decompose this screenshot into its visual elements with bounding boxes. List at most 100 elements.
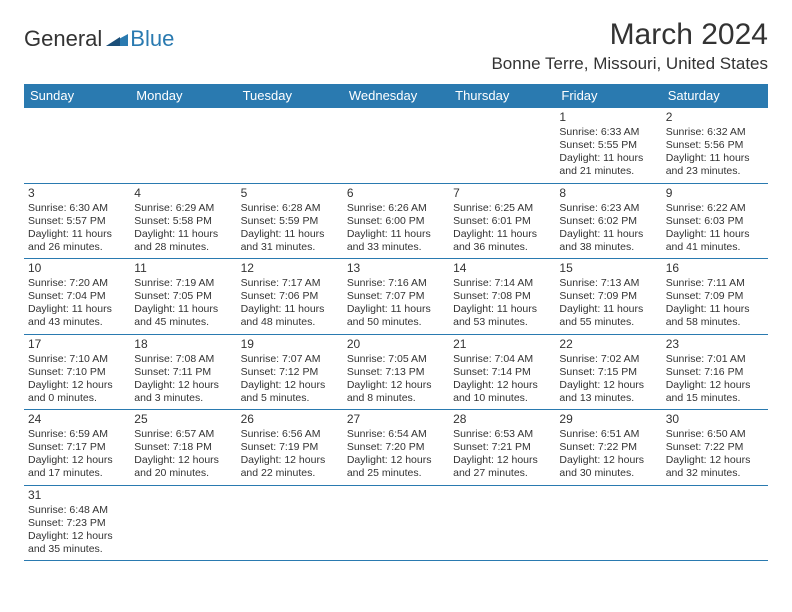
calendar-cell: 9Sunrise: 6:22 AMSunset: 6:03 PMDaylight…: [662, 183, 768, 259]
daylight-text: Daylight: 12 hours and 25 minutes.: [347, 454, 445, 480]
sunrise-text: Sunrise: 6:48 AM: [28, 504, 126, 517]
daylight-text: Daylight: 12 hours and 32 minutes.: [666, 454, 764, 480]
calendar-cell: 20Sunrise: 7:05 AMSunset: 7:13 PMDayligh…: [343, 334, 449, 410]
sunrise-text: Sunrise: 6:22 AM: [666, 202, 764, 215]
logo-text-a: General: [24, 26, 102, 52]
daylight-text: Daylight: 11 hours and 48 minutes.: [241, 303, 339, 329]
daylight-text: Daylight: 11 hours and 58 minutes.: [666, 303, 764, 329]
sunset-text: Sunset: 5:57 PM: [28, 215, 126, 228]
calendar-cell: 10Sunrise: 7:20 AMSunset: 7:04 PMDayligh…: [24, 259, 130, 335]
month-title: March 2024: [491, 18, 768, 52]
calendar-cell: [343, 108, 449, 184]
weekday-header: Wednesday: [343, 84, 449, 108]
daylight-text: Daylight: 11 hours and 50 minutes.: [347, 303, 445, 329]
sunset-text: Sunset: 7:13 PM: [347, 366, 445, 379]
sunrise-text: Sunrise: 7:05 AM: [347, 353, 445, 366]
calendar-cell: 27Sunrise: 6:54 AMSunset: 7:20 PMDayligh…: [343, 410, 449, 486]
calendar-cell: 3Sunrise: 6:30 AMSunset: 5:57 PMDaylight…: [24, 183, 130, 259]
logo: General Blue: [24, 26, 174, 52]
calendar-cell: [237, 108, 343, 184]
daylight-text: Daylight: 12 hours and 15 minutes.: [666, 379, 764, 405]
calendar-cell: [449, 108, 555, 184]
calendar-cell: 16Sunrise: 7:11 AMSunset: 7:09 PMDayligh…: [662, 259, 768, 335]
day-number: 4: [134, 186, 232, 201]
calendar-cell: [449, 485, 555, 561]
sunrise-text: Sunrise: 6:57 AM: [134, 428, 232, 441]
daylight-text: Daylight: 11 hours and 26 minutes.: [28, 228, 126, 254]
sunset-text: Sunset: 7:05 PM: [134, 290, 232, 303]
sunrise-text: Sunrise: 6:25 AM: [453, 202, 551, 215]
day-number: 21: [453, 337, 551, 352]
sunrise-text: Sunrise: 7:13 AM: [559, 277, 657, 290]
day-number: 12: [241, 261, 339, 276]
calendar-cell: 5Sunrise: 6:28 AMSunset: 5:59 PMDaylight…: [237, 183, 343, 259]
calendar-cell: [237, 485, 343, 561]
calendar-cell: 23Sunrise: 7:01 AMSunset: 7:16 PMDayligh…: [662, 334, 768, 410]
calendar-cell: 4Sunrise: 6:29 AMSunset: 5:58 PMDaylight…: [130, 183, 236, 259]
calendar-cell: [24, 108, 130, 184]
daylight-text: Daylight: 12 hours and 13 minutes.: [559, 379, 657, 405]
daylight-text: Daylight: 11 hours and 41 minutes.: [666, 228, 764, 254]
day-number: 1: [559, 110, 657, 125]
day-number: 6: [347, 186, 445, 201]
sunrise-text: Sunrise: 6:56 AM: [241, 428, 339, 441]
sunset-text: Sunset: 6:02 PM: [559, 215, 657, 228]
day-number: 19: [241, 337, 339, 352]
sunrise-text: Sunrise: 6:28 AM: [241, 202, 339, 215]
day-number: 20: [347, 337, 445, 352]
daylight-text: Daylight: 12 hours and 0 minutes.: [28, 379, 126, 405]
sunset-text: Sunset: 7:14 PM: [453, 366, 551, 379]
calendar-cell: 29Sunrise: 6:51 AMSunset: 7:22 PMDayligh…: [555, 410, 661, 486]
sunrise-text: Sunrise: 7:04 AM: [453, 353, 551, 366]
sunrise-text: Sunrise: 6:54 AM: [347, 428, 445, 441]
sunset-text: Sunset: 7:21 PM: [453, 441, 551, 454]
weekday-header-row: Sunday Monday Tuesday Wednesday Thursday…: [24, 84, 768, 108]
daylight-text: Daylight: 12 hours and 5 minutes.: [241, 379, 339, 405]
sunset-text: Sunset: 7:12 PM: [241, 366, 339, 379]
sunset-text: Sunset: 7:22 PM: [666, 441, 764, 454]
calendar-cell: [662, 485, 768, 561]
sunrise-text: Sunrise: 6:30 AM: [28, 202, 126, 215]
daylight-text: Daylight: 11 hours and 36 minutes.: [453, 228, 551, 254]
sunset-text: Sunset: 7:16 PM: [666, 366, 764, 379]
daylight-text: Daylight: 11 hours and 45 minutes.: [134, 303, 232, 329]
daylight-text: Daylight: 12 hours and 35 minutes.: [28, 530, 126, 556]
daylight-text: Daylight: 11 hours and 28 minutes.: [134, 228, 232, 254]
day-number: 17: [28, 337, 126, 352]
day-number: 7: [453, 186, 551, 201]
day-number: 23: [666, 337, 764, 352]
calendar-cell: 13Sunrise: 7:16 AMSunset: 7:07 PMDayligh…: [343, 259, 449, 335]
sunset-text: Sunset: 7:09 PM: [666, 290, 764, 303]
sunrise-text: Sunrise: 6:51 AM: [559, 428, 657, 441]
sunset-text: Sunset: 7:17 PM: [28, 441, 126, 454]
sunset-text: Sunset: 7:10 PM: [28, 366, 126, 379]
location: Bonne Terre, Missouri, United States: [491, 54, 768, 74]
calendar-cell: 25Sunrise: 6:57 AMSunset: 7:18 PMDayligh…: [130, 410, 236, 486]
day-number: 11: [134, 261, 232, 276]
calendar-cell: 26Sunrise: 6:56 AMSunset: 7:19 PMDayligh…: [237, 410, 343, 486]
calendar-cell: 1Sunrise: 6:33 AMSunset: 5:55 PMDaylight…: [555, 108, 661, 184]
sunset-text: Sunset: 7:09 PM: [559, 290, 657, 303]
sunset-text: Sunset: 7:19 PM: [241, 441, 339, 454]
daylight-text: Daylight: 12 hours and 3 minutes.: [134, 379, 232, 405]
logo-text-b: Blue: [130, 26, 174, 52]
daylight-text: Daylight: 11 hours and 33 minutes.: [347, 228, 445, 254]
day-number: 31: [28, 488, 126, 503]
sunset-text: Sunset: 5:55 PM: [559, 139, 657, 152]
sunset-text: Sunset: 7:06 PM: [241, 290, 339, 303]
calendar-row: 17Sunrise: 7:10 AMSunset: 7:10 PMDayligh…: [24, 334, 768, 410]
weekday-header: Sunday: [24, 84, 130, 108]
sunset-text: Sunset: 5:56 PM: [666, 139, 764, 152]
sunset-text: Sunset: 7:20 PM: [347, 441, 445, 454]
sunrise-text: Sunrise: 7:19 AM: [134, 277, 232, 290]
calendar-cell: 28Sunrise: 6:53 AMSunset: 7:21 PMDayligh…: [449, 410, 555, 486]
day-number: 14: [453, 261, 551, 276]
calendar-cell: [555, 485, 661, 561]
sunset-text: Sunset: 7:18 PM: [134, 441, 232, 454]
calendar-cell: 8Sunrise: 6:23 AMSunset: 6:02 PMDaylight…: [555, 183, 661, 259]
calendar-cell: 17Sunrise: 7:10 AMSunset: 7:10 PMDayligh…: [24, 334, 130, 410]
day-number: 15: [559, 261, 657, 276]
daylight-text: Daylight: 12 hours and 10 minutes.: [453, 379, 551, 405]
sunset-text: Sunset: 6:01 PM: [453, 215, 551, 228]
calendar-cell: [130, 108, 236, 184]
